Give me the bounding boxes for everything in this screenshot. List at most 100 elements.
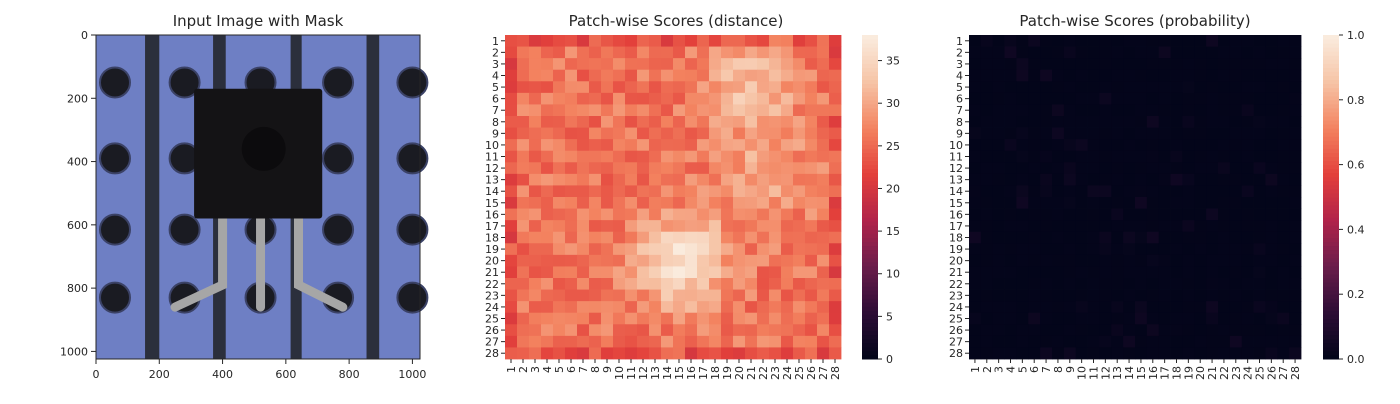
heatmap-cell bbox=[565, 335, 578, 348]
heatmap-cell bbox=[601, 243, 614, 256]
heatmap-cell bbox=[1194, 92, 1207, 105]
heatmap-cell bbox=[601, 335, 614, 348]
heatmap-cell bbox=[1170, 301, 1183, 314]
heatmap-cell bbox=[757, 208, 770, 221]
heatmap-cell bbox=[781, 220, 794, 233]
heatmap-cell bbox=[1146, 58, 1160, 71]
x-tick-label: 27 bbox=[817, 366, 830, 380]
heatmap-cell bbox=[817, 46, 830, 59]
heatmap-cell bbox=[1170, 104, 1183, 117]
heatmap-cell bbox=[1229, 92, 1243, 105]
heatmap-cell bbox=[1016, 220, 1029, 233]
heatmap-cell bbox=[709, 104, 722, 117]
heatmap-cell bbox=[1253, 312, 1266, 325]
heatmap-cell bbox=[1158, 301, 1171, 314]
heatmap-cell bbox=[601, 81, 614, 94]
heatmap-cell bbox=[553, 231, 566, 244]
heatmap-cell bbox=[745, 266, 758, 279]
heatmap-cell bbox=[517, 243, 530, 256]
heatmap-cell bbox=[541, 81, 554, 94]
heatmap-cell bbox=[1158, 173, 1171, 186]
colorbar-segment bbox=[862, 253, 878, 259]
heatmap-cell bbox=[1111, 324, 1124, 337]
heatmap-cell bbox=[709, 81, 722, 94]
heatmap-cell bbox=[1135, 139, 1148, 152]
heatmap-cell bbox=[649, 116, 662, 128]
heatmap-cell bbox=[781, 289, 794, 302]
x-tick-label: 16 bbox=[1147, 366, 1160, 380]
heatmap-cell bbox=[685, 324, 698, 337]
heatmap-cell bbox=[817, 289, 830, 302]
heatmap-cell bbox=[505, 92, 518, 105]
heatmap-cell bbox=[1123, 220, 1136, 233]
heatmap-cell bbox=[1229, 139, 1243, 152]
colorbar-segment bbox=[1323, 71, 1339, 76]
heatmap-cell bbox=[649, 139, 662, 152]
heatmap-cell bbox=[685, 92, 698, 105]
heatmap-cell bbox=[1253, 139, 1266, 152]
colorbar-segment bbox=[1323, 99, 1339, 105]
heatmap-cell bbox=[805, 254, 818, 267]
heatmap-cell bbox=[661, 150, 674, 163]
image-frame bbox=[95, 34, 421, 360]
heatmap-cell bbox=[649, 150, 662, 163]
heatmap-cell bbox=[805, 127, 818, 140]
heatmap-cell bbox=[969, 254, 982, 267]
heatmap-cell bbox=[685, 312, 698, 325]
heatmap-cell bbox=[1135, 208, 1148, 221]
heatmap-cell bbox=[769, 127, 782, 140]
heatmap-cell bbox=[1218, 289, 1231, 302]
heatmap-cell bbox=[805, 335, 818, 348]
heatmap-cell bbox=[1182, 116, 1195, 128]
heatmap-cell bbox=[613, 104, 626, 117]
heatmap-cell bbox=[1063, 208, 1077, 221]
heatmap-cell bbox=[1289, 150, 1302, 163]
heatmap-cell bbox=[1146, 173, 1160, 186]
heatmap-cell bbox=[980, 69, 994, 82]
heatmap-cell bbox=[1289, 312, 1302, 325]
heatmap-cell bbox=[517, 324, 530, 337]
heatmap-cell bbox=[1265, 266, 1278, 279]
heatmap-cell bbox=[1123, 127, 1136, 140]
heatmap-cell bbox=[1194, 347, 1207, 360]
heatmap-cell bbox=[661, 208, 674, 221]
colorbar-segment bbox=[862, 225, 878, 230]
heatmap-cell bbox=[1111, 92, 1124, 105]
heatmap-cell bbox=[1123, 312, 1136, 325]
heatmap-cell bbox=[709, 162, 722, 175]
heatmap-cell bbox=[625, 231, 638, 244]
heatmap-cell bbox=[1075, 46, 1088, 59]
heatmap-cell bbox=[733, 162, 746, 175]
colorbar-segment bbox=[1323, 237, 1339, 243]
colorbar-segment bbox=[1323, 334, 1339, 340]
heatmap-cell bbox=[625, 208, 638, 221]
heatmap-cell bbox=[992, 335, 1005, 348]
heatmap-cell bbox=[1040, 173, 1053, 186]
colorbar-segment bbox=[862, 302, 878, 307]
y-tick-label: 21 bbox=[949, 266, 963, 279]
heatmap-cell bbox=[1111, 208, 1124, 221]
heatmap-cell bbox=[781, 173, 794, 186]
heatmap-cell bbox=[1111, 231, 1124, 244]
heatmap-cell bbox=[1206, 92, 1219, 105]
heatmap-cell bbox=[553, 162, 566, 175]
heatmap-cell bbox=[577, 150, 590, 163]
heatmap-cell bbox=[1063, 139, 1077, 152]
heatmap-cell bbox=[745, 208, 758, 221]
heatmap-cell bbox=[769, 185, 782, 198]
heatmap-cell bbox=[1241, 127, 1254, 140]
heatmap-cell bbox=[1241, 46, 1254, 59]
heatmap-cell bbox=[613, 289, 626, 302]
x-tick-label: 8 bbox=[1052, 366, 1065, 373]
heatmap-cell bbox=[1063, 197, 1077, 209]
heatmap-cell bbox=[661, 197, 674, 209]
heatmap-cell bbox=[589, 324, 602, 337]
heatmap-cell bbox=[505, 139, 518, 152]
heatmap-cell bbox=[745, 278, 758, 290]
heatmap-cell bbox=[1087, 162, 1100, 175]
y-tick-label: 8 bbox=[492, 116, 499, 129]
heatmap-cell bbox=[649, 278, 662, 290]
heatmap-cell bbox=[1241, 278, 1254, 290]
heatmap-cell bbox=[1146, 312, 1160, 325]
x-tick-label: 11 bbox=[1088, 366, 1101, 380]
